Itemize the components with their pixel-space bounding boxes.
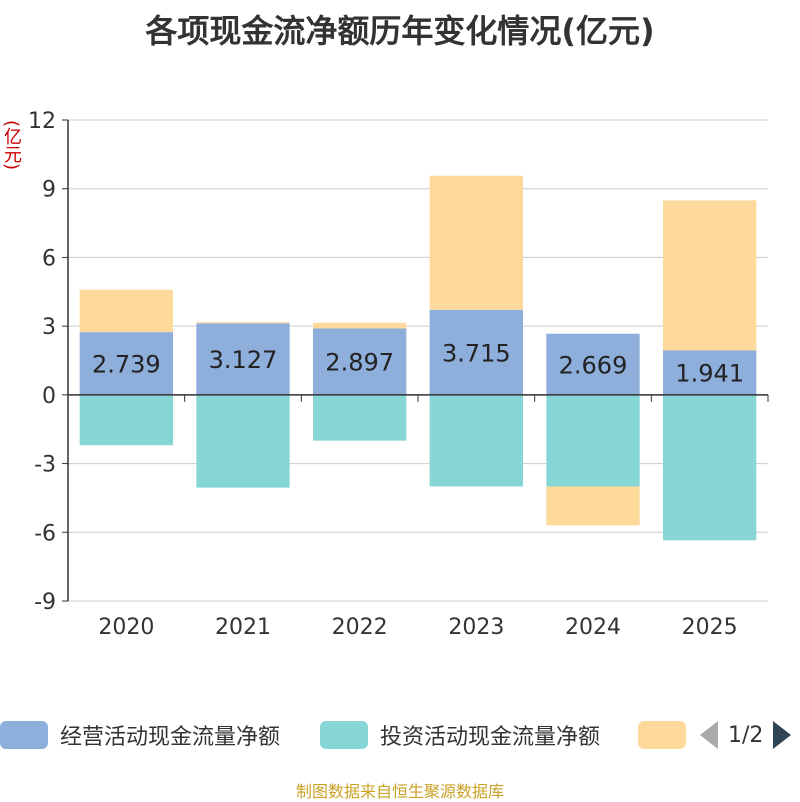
data-label: 2.739	[92, 350, 161, 378]
legend-item-investing[interactable]: 投资活动现金流量净额	[320, 712, 600, 758]
chart-canvas: 12 9 6 3 0 -3 -6 -9 2.739 3.127 2.897 3.715 2.669 1.9…	[28, 109, 769, 640]
legend-prev-icon[interactable]	[700, 721, 718, 749]
data-source: 制图数据来自恒生聚源数据库	[295, 782, 504, 801]
legend-label-investing: 投资活动现金流量净额	[380, 725, 601, 750]
x-tick-label: 2024	[565, 615, 621, 640]
y-tick-label: 6	[42, 246, 56, 271]
legend-label-operating: 经营活动现金流量净额	[60, 725, 281, 750]
legend-swatch-operating	[0, 721, 48, 749]
y-tick-label: 3	[42, 315, 56, 340]
legend-page-indicator: 1/2	[728, 722, 764, 748]
legend-item-operating[interactable]: 经营活动现金流量净额	[0, 712, 280, 758]
chart-title: 各项现金流净额历年变化情况(亿元)	[145, 12, 655, 50]
y-tick-label: -9	[34, 590, 56, 615]
y-axis-unit: (亿元)	[1, 120, 22, 171]
bar-investing	[313, 394, 407, 441]
bar-investing	[663, 394, 757, 541]
x-tick-label: 2025	[682, 615, 738, 640]
y-tick-label: 0	[42, 384, 56, 409]
bar-financing	[196, 322, 290, 324]
data-label: 1.941	[675, 360, 744, 388]
legend-item-financing[interactable]	[638, 712, 698, 758]
bar-financing	[313, 322, 407, 329]
bar-financing	[546, 486, 640, 526]
bar-investing	[546, 394, 640, 487]
bar-operating	[196, 323, 290, 395]
legend-swatch-financing	[638, 721, 686, 749]
x-tick-label: 2020	[98, 615, 154, 640]
data-label: 2.897	[325, 349, 394, 377]
bar-financing	[429, 175, 523, 310]
legend-pager: 1/2	[700, 712, 792, 758]
data-label: 3.127	[209, 346, 278, 374]
bar-financing	[79, 289, 173, 333]
y-tick-label: 12	[28, 109, 56, 134]
y-tick-label: -6	[34, 521, 56, 546]
x-tick-label: 2023	[448, 615, 504, 640]
bar-operating	[79, 332, 173, 395]
legend-swatch-investing	[320, 721, 368, 749]
bar-operating	[663, 350, 757, 395]
bar-investing	[79, 394, 173, 446]
legend-next-icon[interactable]	[773, 721, 792, 749]
bar-operating	[546, 333, 640, 395]
bar-operating	[313, 328, 407, 395]
legend: 经营活动现金流量净额 投资活动现金流量净额 1/2	[0, 712, 800, 758]
x-tick-label: 2022	[332, 615, 388, 640]
y-tick-label: 9	[42, 178, 56, 203]
y-tick-label: -3	[34, 453, 56, 478]
bar-investing	[429, 394, 523, 487]
bar-investing	[196, 394, 290, 488]
bar-operating	[429, 309, 523, 395]
data-label: 2.669	[559, 351, 628, 379]
bar-financing	[663, 200, 757, 351]
data-label: 3.715	[442, 339, 511, 367]
x-tick-label: 2021	[215, 615, 271, 640]
